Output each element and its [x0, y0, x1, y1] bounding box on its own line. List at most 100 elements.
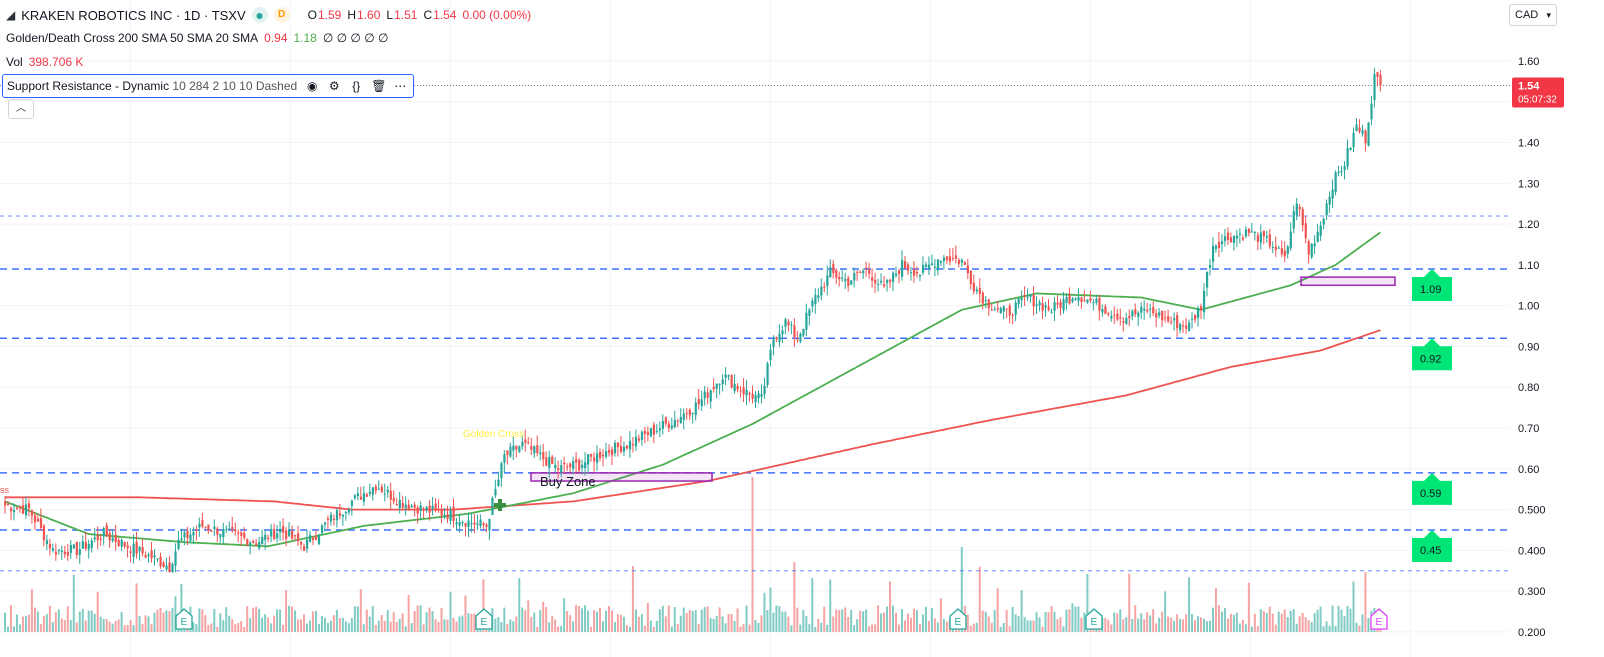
- volume-bar: [252, 607, 255, 632]
- volume-bar: [36, 611, 39, 632]
- collapse-legend-button[interactable]: ︿: [8, 99, 34, 119]
- volume-name: Vol: [6, 55, 23, 69]
- golden-cross-legend[interactable]: Golden/Death Cross 200 SMA 50 SMA 20 SMA…: [6, 31, 388, 45]
- volume-bar: [978, 566, 981, 632]
- eye-icon[interactable]: ◉: [306, 79, 318, 93]
- candle: [581, 464, 584, 468]
- candle: [350, 500, 354, 506]
- candle: [1340, 171, 1343, 173]
- volume-bar: [1340, 609, 1343, 632]
- candle: [1179, 324, 1182, 331]
- candle: [1268, 234, 1271, 247]
- volume-bar: [820, 622, 823, 632]
- candle: [267, 537, 270, 539]
- candle: [329, 514, 333, 522]
- sr-label-background: [1412, 529, 1452, 562]
- candle: [195, 529, 198, 531]
- volume-bar: [413, 611, 416, 632]
- volume-bar: [563, 598, 566, 632]
- volume-bar: [458, 616, 461, 632]
- candle: [1053, 302, 1056, 311]
- volume-bar: [682, 607, 685, 632]
- volume-bar: [1167, 616, 1170, 632]
- candle: [889, 279, 892, 282]
- volume-bar: [805, 616, 808, 632]
- candle: [141, 546, 144, 554]
- candle: [1322, 218, 1325, 225]
- candle: [1325, 203, 1328, 216]
- candle: [533, 446, 536, 454]
- candle: [353, 495, 357, 499]
- candle: [763, 385, 766, 395]
- candle: [1083, 300, 1086, 302]
- volume-bar: [1259, 609, 1262, 632]
- volume-bar: [530, 616, 533, 632]
- market-status-badge[interactable]: D: [273, 7, 290, 23]
- volume-bar: [604, 610, 607, 632]
- candle: [769, 349, 772, 361]
- candle: [21, 505, 25, 514]
- settings-icon[interactable]: ⚙: [328, 79, 340, 93]
- source-code-icon[interactable]: {}: [352, 79, 361, 93]
- candle: [518, 446, 521, 452]
- price-tag: 1.54 05:07:32: [1512, 77, 1564, 108]
- candle: [162, 562, 165, 567]
- volume-bar: [440, 607, 443, 632]
- more-icon[interactable]: ⋯: [394, 79, 407, 93]
- volume-bar: [452, 617, 455, 632]
- candle: [832, 264, 835, 274]
- symbol-title[interactable]: KRAKEN ROBOTICS INC · 1D · TSXV: [21, 7, 246, 23]
- candle: [578, 460, 581, 471]
- candle: [473, 522, 476, 525]
- support-resistance-legend[interactable]: Support Resistance - Dynamic 10 284 2 10…: [2, 74, 415, 98]
- volume-bar: [138, 615, 141, 632]
- volume-bar: [416, 605, 419, 632]
- candle: [1104, 306, 1107, 314]
- volume-bar: [216, 626, 219, 632]
- volume-legend[interactable]: Vol 398.706 K: [6, 55, 83, 69]
- candle: [1220, 241, 1224, 244]
- candle: [1137, 312, 1140, 317]
- candle: [886, 280, 889, 284]
- volume-bar: [918, 624, 921, 632]
- price-axis-tick: 1.30: [1518, 178, 1539, 190]
- volume-bar: [1146, 612, 1149, 632]
- volume-bar: [96, 591, 99, 632]
- sr-params: 10 284 2 10 10 Dashed: [172, 79, 298, 93]
- candle: [1289, 231, 1292, 249]
- candle: [81, 541, 84, 549]
- currency-selector[interactable]: CAD ▾: [1509, 4, 1557, 26]
- candle: [377, 488, 380, 490]
- volume-bar: [437, 622, 440, 632]
- candle: [781, 330, 784, 335]
- candle: [772, 339, 775, 348]
- volume-bar: [969, 625, 972, 632]
- candle: [990, 309, 993, 311]
- candle: [942, 257, 946, 262]
- volume-bar: [204, 615, 207, 632]
- candle: [1095, 298, 1098, 303]
- candle: [317, 535, 321, 544]
- volume-bar: [1020, 590, 1023, 632]
- volume-bar: [596, 611, 599, 632]
- candle: [261, 536, 264, 544]
- volume-bar: [371, 606, 374, 632]
- price-axis[interactable]: 1.601.501.401.301.201.101.000.900.800.70…: [1512, 56, 1564, 639]
- volume-bar: [27, 614, 30, 632]
- trash-icon[interactable]: 🗑: [371, 79, 387, 93]
- volume-bar: [718, 607, 721, 632]
- candle: [1116, 313, 1119, 320]
- candle: [285, 530, 288, 540]
- candle: [1346, 148, 1349, 167]
- volume-bar: [841, 609, 844, 632]
- volume-bar: [308, 620, 311, 632]
- candle: [1164, 317, 1167, 319]
- volume-bar: [927, 620, 930, 632]
- volume-bar: [150, 624, 153, 632]
- volume-bar: [1226, 618, 1229, 632]
- candle: [512, 445, 515, 451]
- volume-bar: [1137, 618, 1140, 632]
- candle: [557, 468, 560, 471]
